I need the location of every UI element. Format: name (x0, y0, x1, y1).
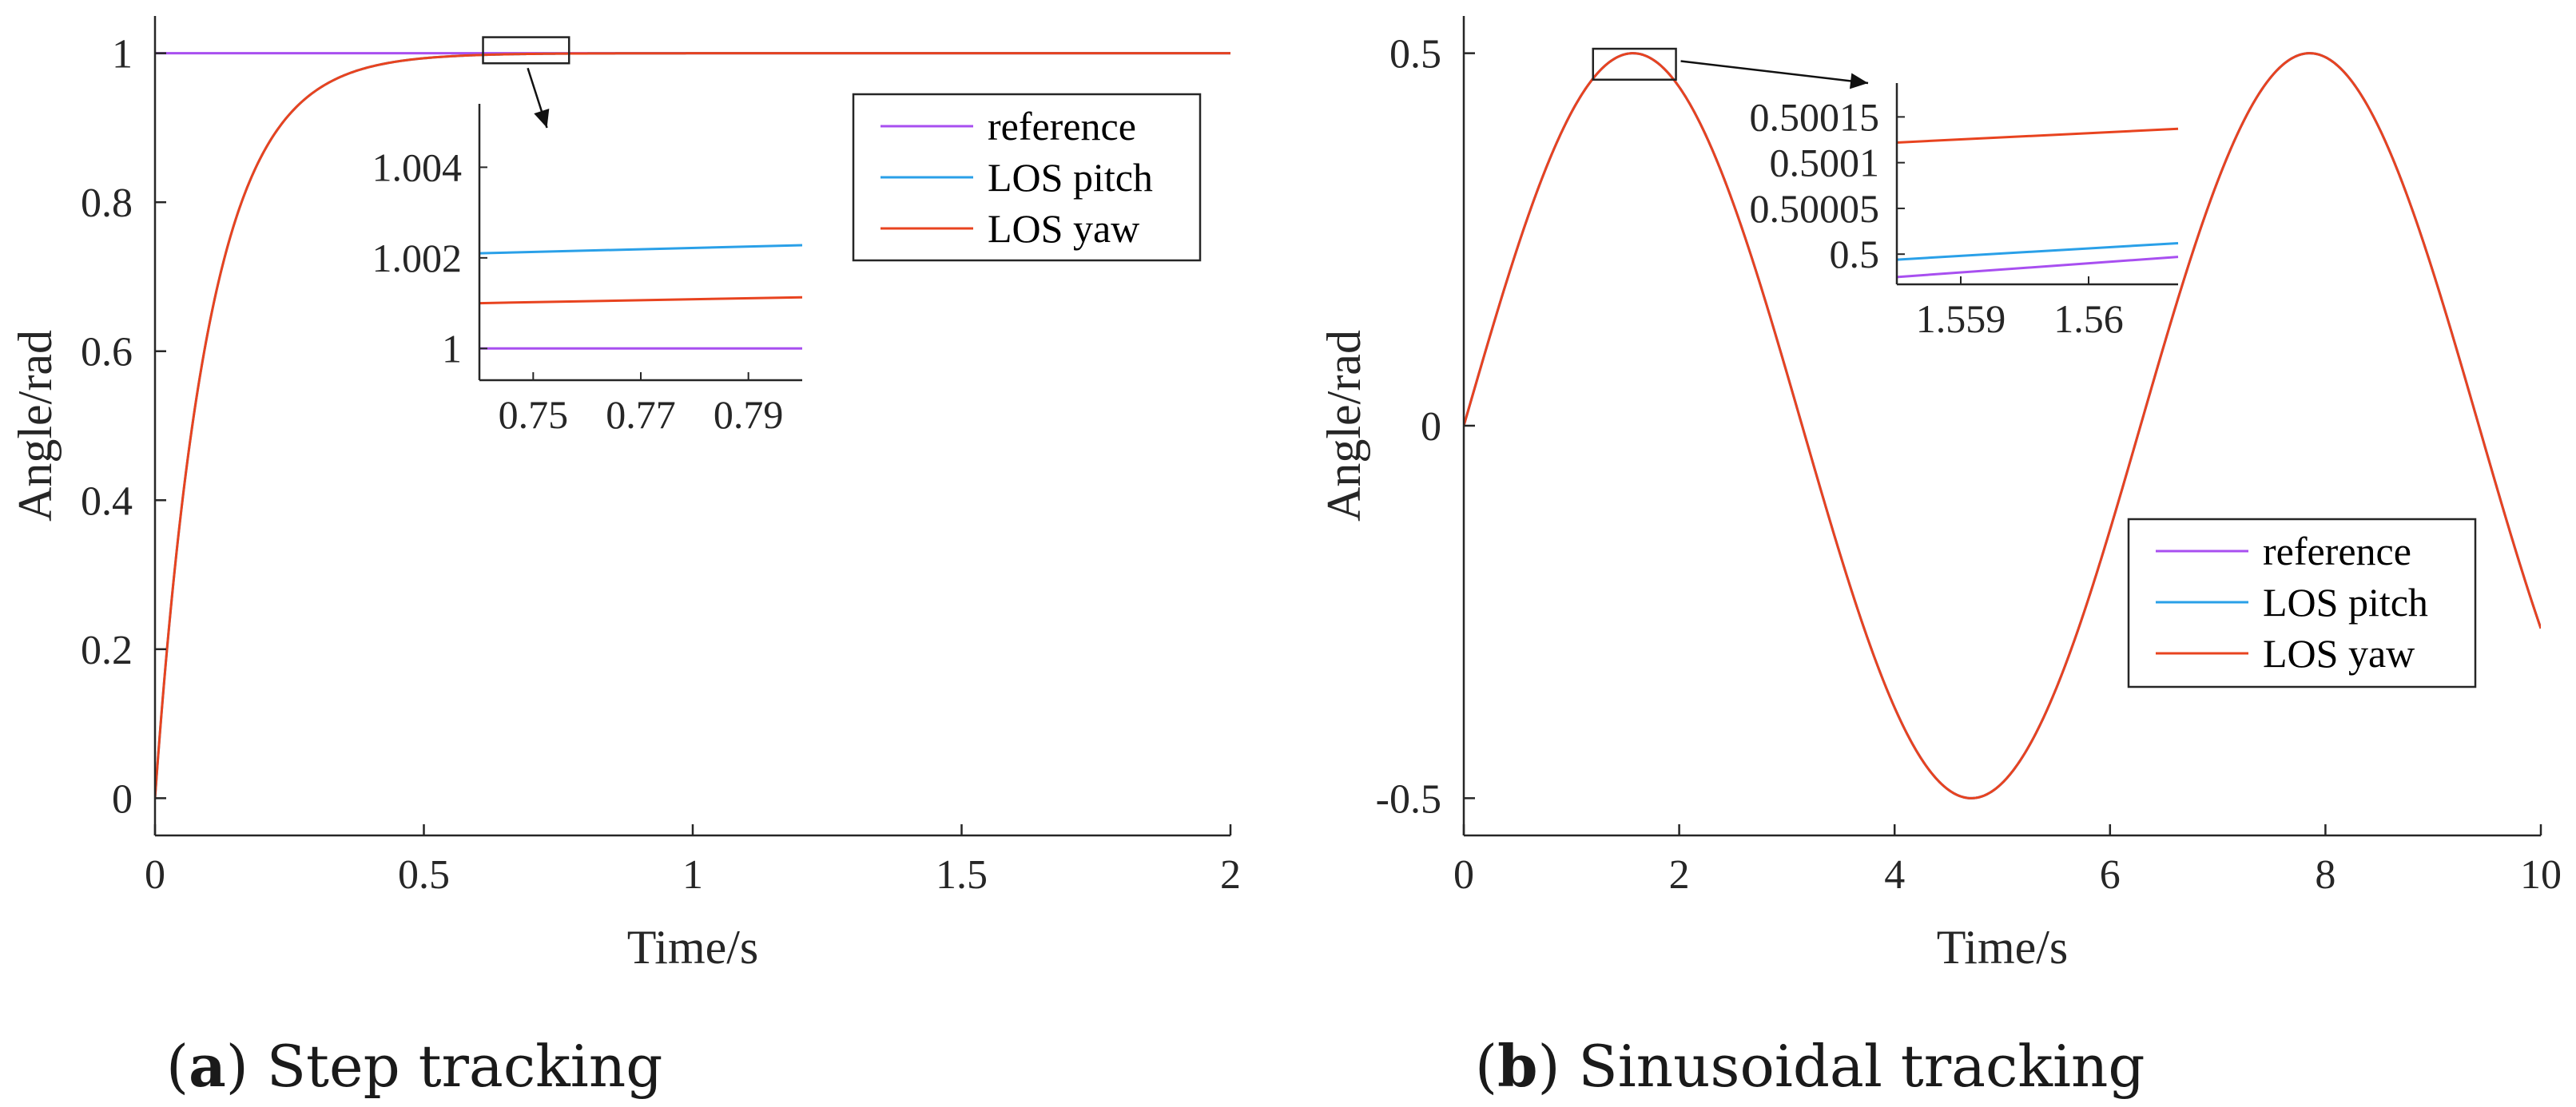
caption-b-text: Sinusoidal tracking (1578, 1033, 2145, 1100)
y-axis-label: Angle/rad (1318, 330, 1370, 522)
inset-y-tick-label: 1 (442, 326, 462, 371)
legend-a: reference LOS pitch LOS yaw (852, 93, 1202, 262)
inset-series-line-los-pitch (1896, 241, 2179, 261)
caption-b: (b) Sinusoidal tracking (1475, 1032, 2145, 1100)
x-axis-label: Time/s (1937, 921, 2069, 974)
legend-label-los-pitch: LOS pitch (988, 155, 1153, 200)
legend-label-reference: reference (2263, 529, 2411, 573)
inset-background (479, 104, 802, 380)
x-tick-label: 10 (2520, 852, 2562, 898)
y-tick-label: 0 (1421, 404, 1441, 450)
legend-label-reference: reference (988, 104, 1136, 149)
inset-x-tick-label: 1.559 (1916, 296, 2006, 341)
series-line-los-yaw (155, 52, 1230, 799)
inset-y-tick-label: 0.50015 (1750, 94, 1880, 139)
inset-series-line-los-yaw (1896, 127, 2179, 144)
y-tick-label: 0.2 (81, 628, 133, 673)
x-tick-label: 4 (1884, 852, 1905, 898)
legend-b: reference LOS pitch LOS yaw (2127, 518, 2477, 688)
x-tick-label: 0 (1453, 852, 1474, 898)
y-tick-label: 0.5 (1389, 32, 1441, 77)
inset-y-tick-label: 0.50005 (1750, 186, 1880, 231)
inset-series-line-reference (1896, 256, 2179, 279)
y-tick-label: 1 (112, 32, 133, 77)
zoom-region-box (1592, 47, 1677, 81)
y-tick-label: 0.6 (81, 330, 133, 375)
x-tick-label: 2 (1669, 852, 1690, 898)
x-tick-label: 1.5 (936, 852, 988, 898)
y-axis-label: Angle/rad (9, 330, 62, 522)
series-line-los-yaw (1464, 52, 2541, 800)
y-tick-label: 0.4 (81, 478, 133, 524)
x-tick-label: 6 (2100, 852, 2121, 898)
x-axis-label: Time/s (627, 921, 759, 974)
legend-label-los-yaw: LOS yaw (2263, 631, 2415, 676)
y-tick-label: 0.8 (81, 181, 133, 226)
inset-a: 0.75 0.77 0.79 1 1.002 1.004 (372, 104, 803, 437)
x-tick-label: 0 (145, 852, 165, 898)
chart-a: 0 0.5 1 1.5 2 0 0.2 0.4 0.6 0.8 1 Time/s Angle/rad 0.… (9, 16, 1241, 974)
y-tick-label: -0.5 (1376, 776, 1441, 822)
x-tick-label: 2 (1220, 852, 1241, 898)
inset-y-tick-label: 1.002 (372, 236, 463, 280)
inset-x-tick-label: 1.56 (2053, 296, 2124, 341)
inset-y-tick-label: 1.004 (372, 145, 463, 189)
plot-area (155, 52, 1230, 799)
caption-a: (a) Step tracking (166, 1032, 663, 1100)
plot-area (1464, 52, 2541, 800)
y-tick-label: 0 (112, 776, 133, 822)
x-tick-label: 8 (2315, 852, 2335, 898)
inset-y-tick-label: 0.5 (1830, 232, 1880, 276)
zoom-arrow-head (1849, 73, 1868, 89)
inset-series-line-los-pitch (479, 244, 803, 255)
zoom-region-box (482, 36, 570, 65)
legend-label-los-yaw: LOS yaw (988, 206, 1139, 251)
inset-x-tick-label: 0.77 (606, 392, 676, 437)
inset-x-tick-label: 0.79 (714, 392, 784, 437)
inset-series-line-los-yaw (479, 296, 803, 305)
caption-a-letter: a (189, 1032, 226, 1100)
chart-b: 0 2 4 6 8 10 -0.5 0 0.5 Time/s Angle/rad 1.559 1.56 0… (1318, 16, 2562, 974)
inset-x-tick-label: 0.75 (499, 392, 569, 437)
legend-label-los-pitch: LOS pitch (2263, 580, 2428, 625)
x-tick-label: 0.5 (398, 852, 450, 898)
zoom-arrow-line (1680, 60, 1869, 85)
zoom-arrow-head (534, 108, 550, 128)
x-tick-label: 1 (682, 852, 703, 898)
caption-a-text: Step tracking (266, 1033, 663, 1100)
inset-background (1897, 83, 2178, 284)
inset-y-tick-label: 0.5001 (1770, 141, 1880, 185)
caption-b-letter: b (1497, 1032, 1538, 1100)
